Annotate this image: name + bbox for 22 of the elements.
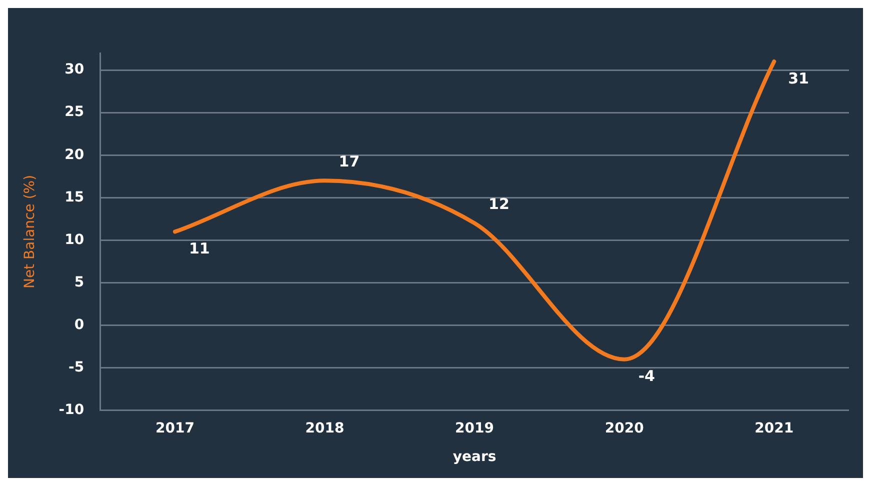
data-label: 12	[488, 195, 510, 214]
x-axis-title: years	[452, 449, 496, 466]
x-tick-label: 2017	[156, 420, 194, 436]
y-tick-label: 15	[64, 189, 84, 206]
data-label: 11	[188, 240, 210, 258]
x-tick-label: 2020	[604, 420, 644, 436]
y-tick-label: 25	[64, 104, 84, 120]
line-series	[172, 60, 776, 362]
y-tick-label: 30	[64, 62, 84, 78]
data-label: -4	[638, 367, 655, 386]
y-tick-label: 20	[64, 146, 84, 163]
y-tick-label: 10	[64, 232, 84, 248]
x-tick-label: 2021	[754, 420, 794, 436]
y-tick-label: 5	[74, 274, 84, 290]
y-tick-label: -5	[68, 359, 84, 376]
data-label: 31	[788, 69, 809, 88]
y-axis-title: Net Balance (%)	[22, 174, 38, 288]
y-tick-label: -10	[58, 402, 84, 418]
y-tick-label: 0	[74, 316, 84, 333]
x-tick-label: 2019	[455, 420, 494, 436]
x-tick-label: 2018	[305, 420, 344, 436]
data-label: 17	[338, 152, 360, 171]
